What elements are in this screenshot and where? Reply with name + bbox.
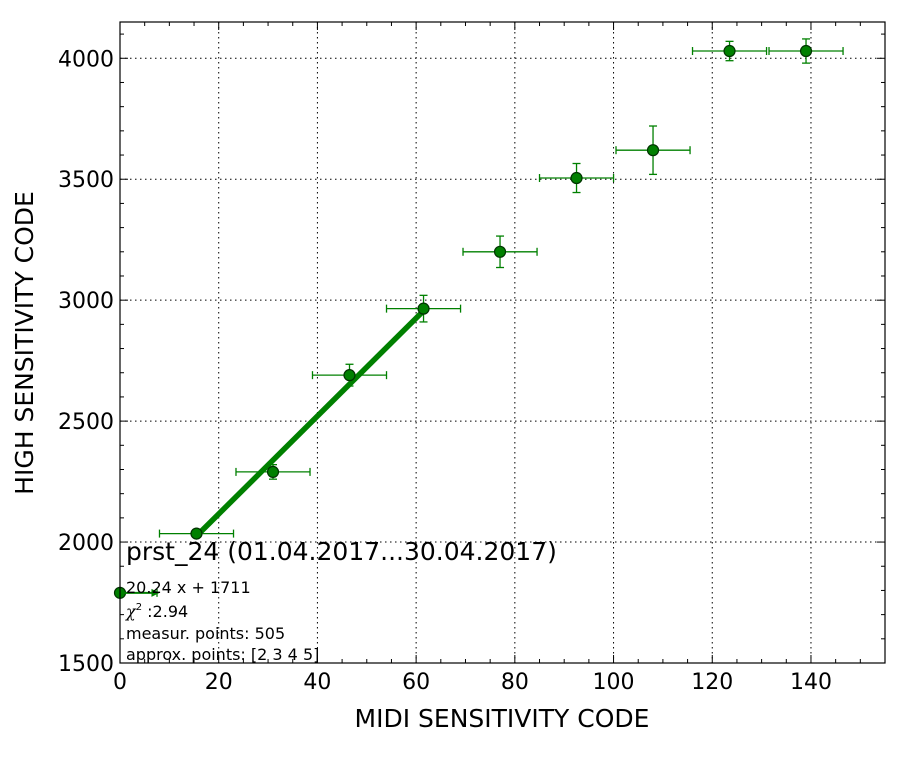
x-tick-label: 120 (691, 670, 733, 695)
x-tick-label: 140 (790, 670, 832, 695)
annotation-equation: 20.24 x + 1711 (126, 578, 251, 597)
x-tick-label: 40 (303, 670, 331, 695)
arrow-group (120, 588, 160, 597)
y-axis-label: HIGH SENSITIVITY CODE (10, 191, 39, 495)
data-point (646, 144, 660, 157)
data-point (190, 527, 203, 540)
x-tick-label: 0 (113, 670, 127, 695)
x-tick-label: 60 (402, 670, 430, 695)
data-point (493, 245, 507, 258)
ticks (119, 22, 885, 664)
data-point (266, 465, 280, 479)
y-tick-label: 3500 (58, 168, 114, 193)
annotation-approx-points: approx. points: [2 3 4 5] (126, 645, 319, 664)
x-tick-label: 80 (501, 670, 529, 695)
data-point (723, 44, 736, 58)
arrow-head (151, 588, 160, 597)
fit-line (194, 308, 426, 538)
fit-line-group (194, 308, 426, 538)
y-tick-label: 4000 (58, 47, 114, 72)
y-tick-label: 3000 (58, 289, 114, 314)
grid (120, 22, 885, 663)
annotation-chi: χ2 :2.94 (125, 602, 188, 621)
y-tick-label: 2500 (58, 410, 114, 435)
x-tick-label: 100 (593, 670, 635, 695)
data-point (417, 302, 430, 315)
data-point (343, 369, 356, 382)
chi-symbol: χ (125, 602, 137, 621)
data-point (570, 171, 583, 185)
y-tick-label: 2000 (58, 531, 114, 556)
data-point (799, 44, 813, 58)
y-tick-label: 1500 (58, 652, 114, 677)
plot-frame (119, 21, 886, 664)
chi-superscript: 2 (136, 602, 142, 613)
annotation-measur-points: measur. points: 505 (126, 624, 285, 643)
plot-background (120, 22, 885, 663)
x-tick-label: 20 (205, 670, 233, 695)
tick-labels: 0 20 40 60 80 100 120 140 1500 2000 2500 3000 3500 40… (58, 47, 832, 695)
x-axis-label: MIDI SENSITIVITY CODE (355, 704, 650, 733)
annotation-title: prst_24 (01.04.2017...30.04.2017) (126, 537, 557, 566)
chi-value: :2.94 (142, 602, 188, 621)
data-points (113, 44, 813, 599)
